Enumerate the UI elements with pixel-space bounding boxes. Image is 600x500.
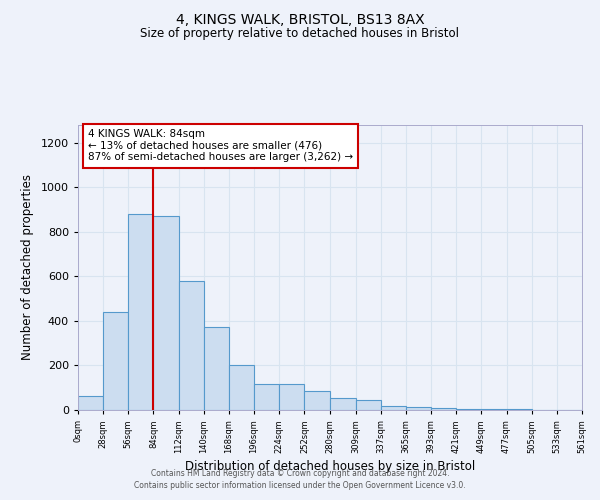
Text: 4 KINGS WALK: 84sqm
← 13% of detached houses are smaller (476)
87% of semi-detac: 4 KINGS WALK: 84sqm ← 13% of detached ho…	[88, 130, 353, 162]
Bar	[103, 312, 128, 410]
Bar	[128, 214, 154, 410]
Bar	[356, 400, 381, 410]
Bar	[481, 409, 506, 410]
Bar	[304, 391, 329, 410]
Bar	[329, 398, 356, 410]
Text: Contains public sector information licensed under the Open Government Licence v3: Contains public sector information licen…	[134, 481, 466, 490]
Bar	[229, 366, 254, 410]
Bar	[456, 409, 481, 410]
Bar	[431, 408, 456, 410]
Text: 4, KINGS WALK, BRISTOL, BS13 8AX: 4, KINGS WALK, BRISTOL, BS13 8AX	[176, 12, 424, 26]
Bar	[204, 326, 229, 410]
Bar	[179, 281, 204, 410]
Bar	[254, 384, 279, 410]
Text: Contains HM Land Registry data © Crown copyright and database right 2024.: Contains HM Land Registry data © Crown c…	[151, 468, 449, 477]
Bar	[406, 406, 431, 410]
Bar	[381, 406, 406, 410]
Y-axis label: Number of detached properties: Number of detached properties	[21, 174, 34, 360]
X-axis label: Distribution of detached houses by size in Bristol: Distribution of detached houses by size …	[185, 460, 475, 473]
Bar	[506, 409, 532, 410]
Bar	[279, 384, 304, 410]
Text: Size of property relative to detached houses in Bristol: Size of property relative to detached ho…	[140, 28, 460, 40]
Bar	[154, 216, 179, 410]
Bar	[78, 396, 103, 410]
